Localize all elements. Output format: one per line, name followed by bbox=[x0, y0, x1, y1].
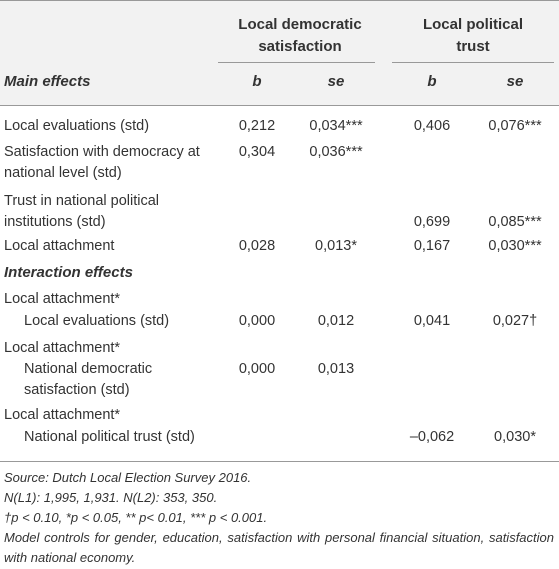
header-background bbox=[0, 0, 559, 105]
note: N(L1): 1,995, 1,931. N(L2): 353, 350. bbox=[4, 490, 218, 505]
row-label: Local attachment* bbox=[4, 407, 121, 423]
cell: 0,036*** bbox=[309, 144, 363, 160]
group-header: Local democratic satisfaction bbox=[238, 16, 362, 55]
cell: 0,167 bbox=[413, 238, 451, 254]
row-sublabel: National democratic satisfaction (std) bbox=[24, 361, 153, 398]
cell: 0,212 bbox=[238, 118, 276, 134]
section-heading: Main effects bbox=[4, 73, 91, 90]
cell: 0,028 bbox=[238, 238, 276, 254]
column-header: se bbox=[327, 73, 345, 90]
column-header: b bbox=[427, 73, 437, 90]
rule bbox=[0, 105, 559, 106]
row-label: Satisfaction with democracy at national … bbox=[4, 144, 200, 181]
row-label: Local attachment* bbox=[4, 340, 121, 356]
cell: 0,076*** bbox=[488, 118, 542, 134]
section-heading: Interaction effects bbox=[4, 264, 133, 281]
cell: 0,699 bbox=[413, 214, 451, 230]
group-header: Local political trust bbox=[422, 16, 524, 55]
cell: 0,041 bbox=[413, 313, 451, 329]
column-header: b bbox=[252, 73, 262, 90]
rule bbox=[392, 62, 554, 63]
note: †p < 0.10, *p < 0.05, ** p< 0.01, *** p … bbox=[4, 510, 268, 525]
note: Source: Dutch Local Election Survey 2016… bbox=[4, 470, 252, 485]
cell: 0,034*** bbox=[309, 118, 363, 134]
note: Model controls for gender, education, sa… bbox=[4, 530, 554, 565]
cell: 0,000 bbox=[238, 361, 276, 377]
rule bbox=[0, 461, 559, 462]
cell: 0,406 bbox=[413, 118, 451, 134]
cell: 0,030* bbox=[494, 429, 536, 445]
cell: 0,000 bbox=[238, 313, 276, 329]
row-label: Local attachment* bbox=[4, 291, 121, 307]
row-label: Trust in national political institutions… bbox=[4, 193, 160, 230]
row-label: Local attachment bbox=[4, 238, 115, 254]
row-sublabel: National political trust (std) bbox=[24, 429, 195, 445]
cell: 0,027† bbox=[492, 313, 538, 329]
rule bbox=[218, 62, 375, 63]
column-header: se bbox=[506, 73, 524, 90]
cell: 0,012 bbox=[317, 313, 355, 329]
cell: –0,062 bbox=[409, 429, 455, 445]
cell: 0,030*** bbox=[488, 238, 542, 254]
rule bbox=[0, 0, 559, 1]
cell: 0,085*** bbox=[488, 214, 542, 230]
row-sublabel: Local evaluations (std) bbox=[24, 313, 170, 329]
cell: 0,013 bbox=[317, 361, 355, 377]
cell: 0,304 bbox=[238, 144, 276, 160]
row-label: Local evaluations (std) bbox=[4, 118, 150, 134]
cell: 0,013* bbox=[315, 238, 357, 254]
